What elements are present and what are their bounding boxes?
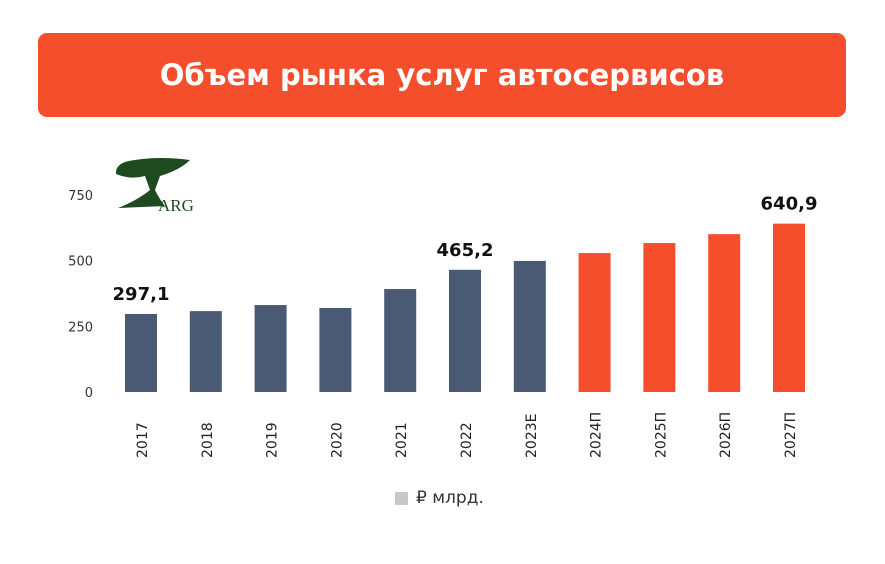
legend-swatch [395, 491, 408, 505]
x-tick-label: 2027П [783, 412, 799, 458]
chart-title: Объем рынка услуг автосервисов [159, 58, 725, 92]
legend: ₽ млрд. [395, 488, 484, 508]
bar-2025П [643, 243, 676, 392]
y-tick-label: 500 [68, 255, 93, 270]
bar-2018 [189, 311, 222, 392]
bar-2027П [773, 223, 805, 392]
x-tick-label: 2018 [200, 422, 216, 458]
logo-text: ARG [158, 196, 194, 215]
bar-2022 [449, 269, 481, 392]
chart-title-banner: Объем рынка услуг автосервисов [38, 33, 846, 117]
bar-2021 [384, 289, 417, 392]
y-tick-label: 750 [68, 189, 93, 204]
bar-2019 [254, 305, 287, 392]
x-tick-label: 2025П [653, 412, 669, 458]
x-tick-label: 2026П [718, 412, 734, 458]
bar-2026П [708, 234, 741, 392]
data-label: 640,9 [761, 194, 818, 215]
x-tick-label: 2021 [394, 422, 410, 458]
y-tick-label: 250 [68, 320, 93, 335]
bar-2020 [319, 307, 352, 392]
bar-2023E [513, 260, 546, 392]
bar-2024П [578, 253, 611, 392]
data-label: 297,1 [113, 284, 170, 305]
x-tick-label: 2020 [329, 422, 345, 458]
x-tick-label: 2024П [589, 412, 605, 458]
x-tick-label: 2022 [459, 422, 475, 458]
arg-logo: ARG [115, 158, 194, 215]
bar-2017 [125, 313, 157, 392]
x-tick-label: 2019 [265, 422, 281, 458]
legend-label: ₽ млрд. [416, 488, 484, 508]
x-tick-label: 2023E [524, 414, 540, 458]
x-tick-label: 2017 [135, 422, 151, 458]
y-tick-label: 0 [85, 386, 93, 401]
data-label: 465,2 [437, 240, 494, 261]
